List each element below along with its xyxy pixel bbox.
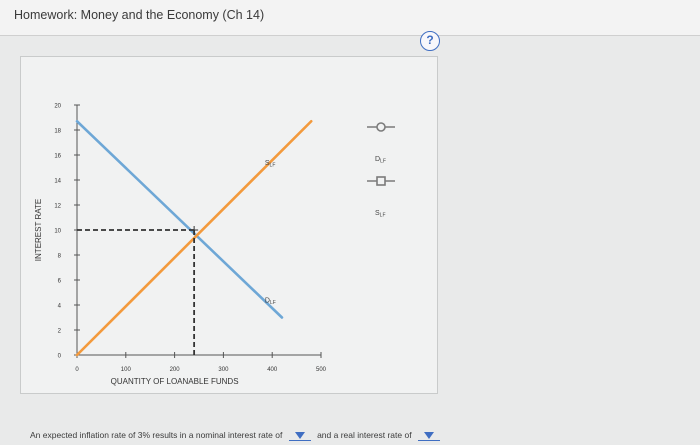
x-tick-label: 300: [218, 367, 229, 373]
nominal-rate-dropdown[interactable]: [288, 431, 311, 441]
y-tick-label: 4: [58, 304, 62, 310]
y-axis-label: INTEREST RATE: [34, 199, 43, 261]
square-tool-icon: [376, 176, 386, 186]
y-tick-label: 6: [58, 279, 62, 285]
graph-panel: 0 2 4 6 8 10 12 14 16 18 20 0 100 200 300 400 500 QUANTIT…: [20, 56, 438, 394]
x-tick-label: 500: [316, 367, 327, 373]
title-bar: Homework: Money and the Economy (Ch 14): [0, 0, 700, 36]
legend-label-demand: DLF: [375, 156, 386, 165]
y-tick-label: 20: [54, 104, 61, 110]
help-question-icon[interactable]: ?: [420, 31, 440, 51]
equilibrium-guides: [77, 226, 199, 355]
real-rate-dropdown[interactable]: [417, 431, 440, 441]
question-part2: and a real interest rate of: [317, 430, 412, 440]
supply-curve-label: SLF: [265, 160, 276, 169]
y-tick-label: 8: [58, 254, 62, 260]
y-tick-label: 12: [54, 204, 61, 210]
y-tick-label: 18: [54, 129, 61, 135]
x-tick-label: 400: [267, 367, 278, 373]
x-tick-label: 200: [170, 367, 181, 373]
legend[interactable]: DLF SLF: [367, 122, 395, 219]
x-tick-label: 100: [121, 367, 132, 373]
question-part1: An expected inflation rate of 3% results…: [30, 430, 283, 440]
dropdown-arrow-icon: [423, 431, 434, 439]
x-axis-label: QUANTITY OF LOANABLE FUNDS: [111, 377, 239, 386]
y-tick-label: 14: [54, 179, 61, 185]
circle-tool-icon: [376, 122, 386, 132]
y-tick-label: 2: [58, 329, 62, 335]
y-tick-label: 10: [54, 229, 61, 235]
page-title: Homework: Money and the Economy (Ch 14): [14, 8, 265, 22]
x-tick-label: 0: [75, 367, 79, 373]
legend-label-supply: SLF: [375, 210, 386, 219]
demand-curve-label: DLF: [265, 298, 276, 307]
curve-d-lf: [75, 119, 284, 319]
question-text: An expected inflation rate of 3% results…: [30, 430, 444, 441]
y-tick-label: 0: [58, 354, 62, 360]
dropdown-arrow-icon: [294, 431, 305, 439]
y-tick-label: 16: [54, 154, 61, 160]
